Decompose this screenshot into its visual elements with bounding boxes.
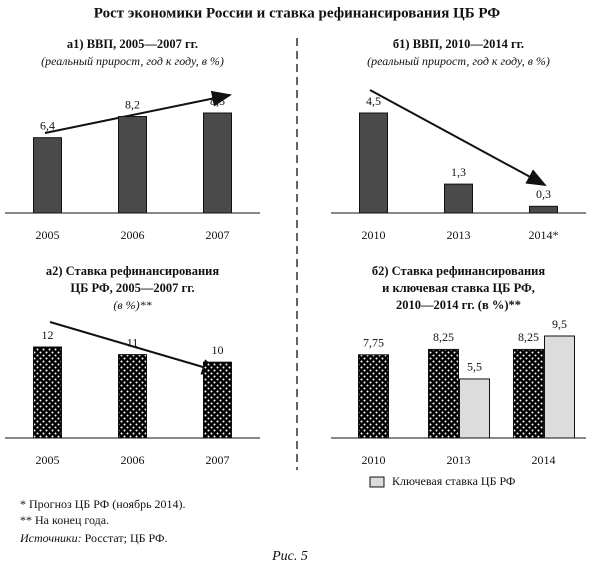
sources-text: Росстат; ЦБ РФ. bbox=[82, 531, 168, 545]
x-tick-label: 2007 bbox=[206, 453, 230, 467]
chart-subtitle: (реальный прирост, год к году, в %) bbox=[367, 54, 550, 68]
chart-title: 2010—2014 гг. (в %)** bbox=[396, 298, 521, 312]
x-tick-label: 2013 bbox=[447, 228, 471, 242]
value-label: 12 bbox=[42, 328, 54, 342]
x-tick-label: 2005 bbox=[36, 228, 60, 242]
value-label: 11 bbox=[127, 335, 139, 349]
value-label: 8,25 bbox=[518, 330, 539, 344]
value-label: 8,25 bbox=[433, 330, 454, 344]
legend-label: Ключевая ставка ЦБ РФ bbox=[392, 474, 515, 488]
chart-title: а1) ВВП, 2005—2007 гг. bbox=[67, 37, 198, 51]
value-label: 8,5 bbox=[210, 94, 225, 108]
bar bbox=[459, 378, 490, 439]
x-tick-label: 2014 bbox=[532, 453, 556, 467]
footnote: ** На конец года. bbox=[20, 513, 109, 527]
bar bbox=[203, 361, 232, 439]
x-tick-label: 2006 bbox=[121, 453, 145, 467]
x-tick-label: 2014* bbox=[529, 228, 559, 242]
bar bbox=[203, 112, 232, 214]
footnote: * Прогноз ЦБ РФ (ноябрь 2014). bbox=[20, 497, 186, 511]
bar bbox=[529, 205, 558, 214]
value-label: 5,5 bbox=[467, 360, 482, 374]
trend-arrow bbox=[44, 90, 232, 134]
bar bbox=[544, 335, 575, 439]
x-tick-label: 2006 bbox=[121, 228, 145, 242]
trend-arrow bbox=[369, 89, 547, 186]
bar bbox=[358, 354, 389, 439]
value-label: 6,4 bbox=[40, 118, 55, 132]
value-label: 4,5 bbox=[366, 94, 381, 108]
x-tick-label: 2010 bbox=[362, 453, 386, 467]
legend-swatch bbox=[369, 476, 385, 488]
sources: Источники: Росстат; ЦБ РФ. bbox=[19, 531, 167, 545]
x-tick-label: 2005 bbox=[36, 453, 60, 467]
chart-title: и ключевая ставка ЦБ РФ, bbox=[382, 281, 535, 295]
x-tick-label: 2013 bbox=[447, 453, 471, 467]
chart-title: б2) Ставка рефинансирования bbox=[372, 264, 546, 278]
trend-arrow bbox=[49, 321, 222, 375]
bar bbox=[118, 116, 147, 214]
chart-subtitle: (реальный прирост, год к году, в %) bbox=[41, 54, 224, 68]
bar bbox=[513, 348, 544, 439]
value-label: 7,75 bbox=[363, 336, 384, 350]
value-label: 0,3 bbox=[536, 187, 551, 201]
value-label: 9,5 bbox=[552, 317, 567, 331]
chart-title: б1) ВВП, 2010—2014 гг. bbox=[393, 37, 524, 51]
x-tick-label: 2007 bbox=[206, 228, 230, 242]
figure-title: Рост экономики России и ставка рефинанси… bbox=[94, 5, 501, 21]
chart-title: а2) Ставка рефинансирования bbox=[46, 264, 220, 278]
value-label: 10 bbox=[212, 343, 224, 357]
x-tick-label: 2010 bbox=[362, 228, 386, 242]
bar bbox=[359, 112, 388, 214]
bar bbox=[428, 348, 459, 439]
sources-label: Источники: bbox=[19, 531, 82, 545]
value-label: 1,3 bbox=[451, 165, 466, 179]
bar bbox=[33, 137, 62, 214]
value-label: 8,2 bbox=[125, 97, 140, 111]
caption: Рис. 5 bbox=[271, 549, 308, 564]
chart-title: ЦБ РФ, 2005—2007 гг. bbox=[70, 281, 194, 295]
chart-subtitle: (в %)** bbox=[113, 298, 151, 312]
bar bbox=[118, 354, 147, 439]
bar bbox=[33, 346, 62, 439]
bar bbox=[444, 183, 473, 214]
